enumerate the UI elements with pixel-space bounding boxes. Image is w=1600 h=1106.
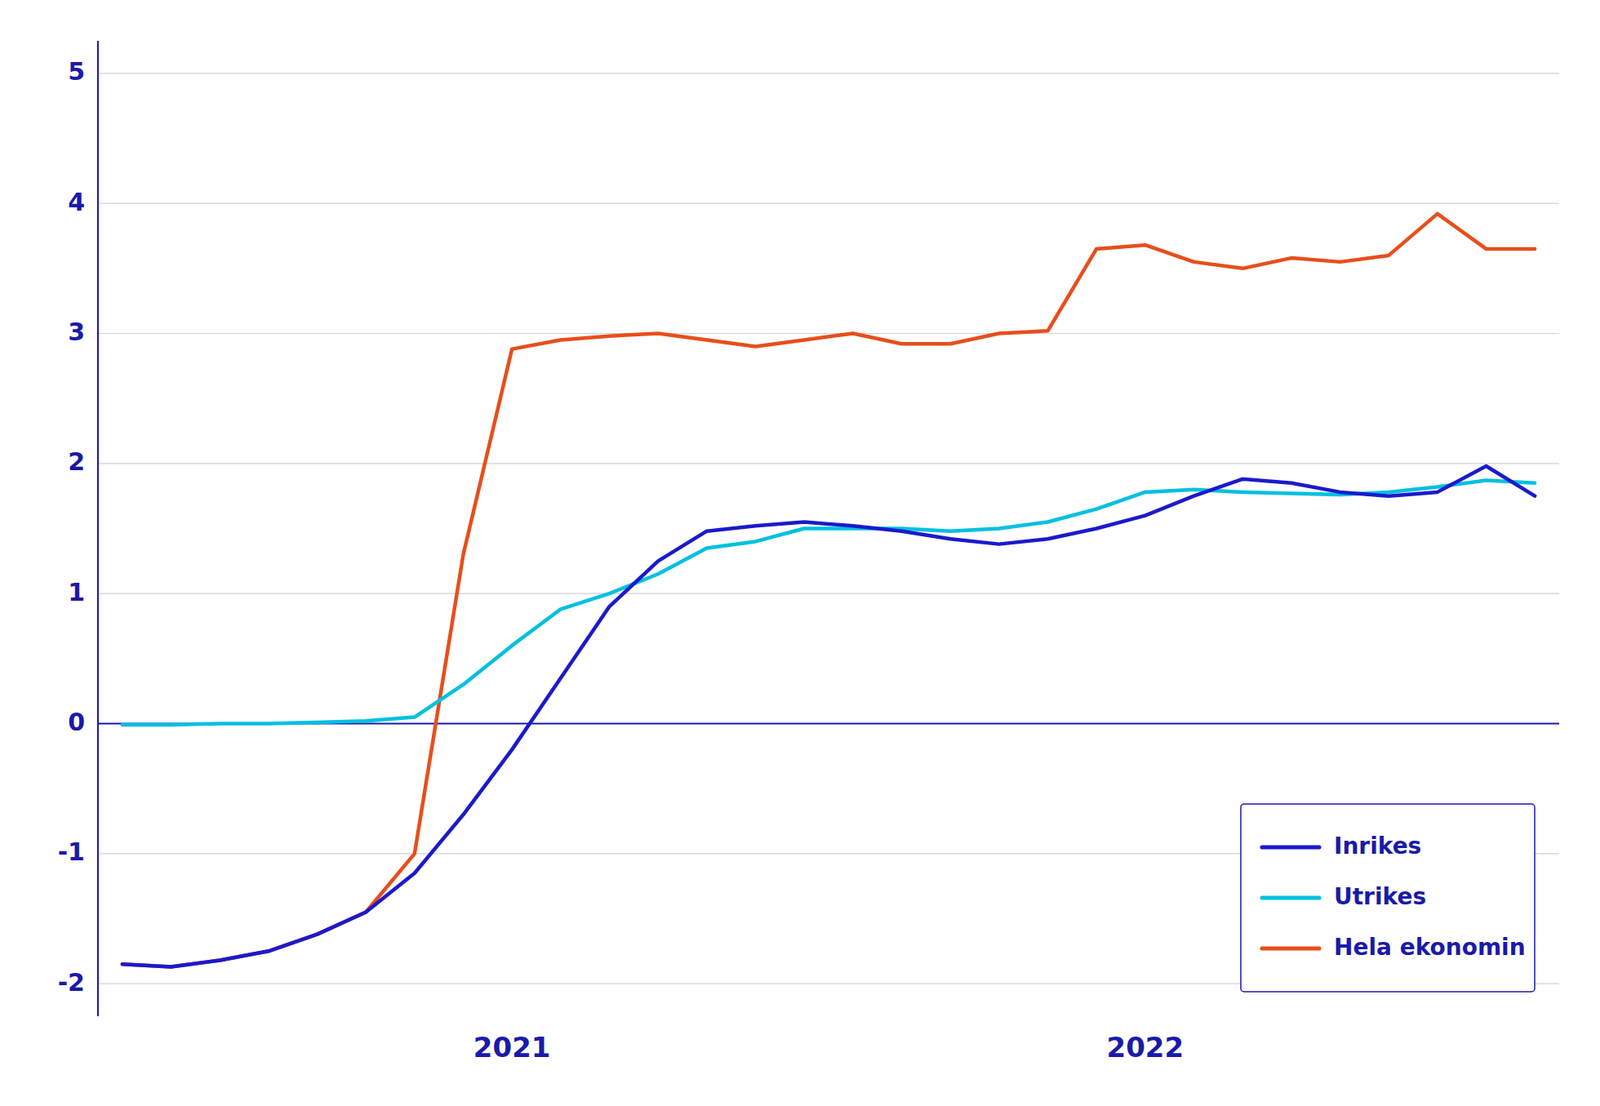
y-tick-label: -1 <box>57 837 85 867</box>
y-tick-label: 0 <box>67 707 85 737</box>
legend-frame <box>1240 804 1535 992</box>
legend-swatch <box>1262 845 1320 850</box>
x-tick-label: 2021 <box>473 1031 552 1064</box>
y-tick-label: 1 <box>67 577 85 607</box>
legend-label: Hela ekonomin <box>1333 933 1526 961</box>
y-tick-label: -2 <box>57 968 85 997</box>
legend-swatch <box>1262 946 1320 952</box>
grid-line <box>97 593 1560 595</box>
grid-line <box>97 72 1560 74</box>
grid-line <box>97 462 1560 464</box>
legend-label: Utrikes <box>1333 883 1427 911</box>
y-tick-label: 5 <box>67 57 85 86</box>
chart: -2 -1 0 1 2 3 4 5 2021 2022 Inrikes Utrikes Hela eko… <box>0 0 1600 1106</box>
legend-swatch <box>1262 896 1320 901</box>
grid-line <box>97 203 1560 205</box>
y-tick-label: 3 <box>67 317 85 347</box>
y-tick-label: 4 <box>67 187 85 217</box>
grid <box>97 73 1560 984</box>
grid-line <box>97 333 1560 334</box>
series-line <box>122 480 1535 726</box>
y-axis <box>97 40 99 1017</box>
legend-label: Inrikes <box>1333 832 1422 860</box>
x-tick-label: 2022 <box>1106 1031 1185 1064</box>
background <box>0 0 1600 1106</box>
y-tick-label: 2 <box>67 447 85 476</box>
legend: Inrikes Utrikes Hela ekonomin <box>1240 804 1535 992</box>
